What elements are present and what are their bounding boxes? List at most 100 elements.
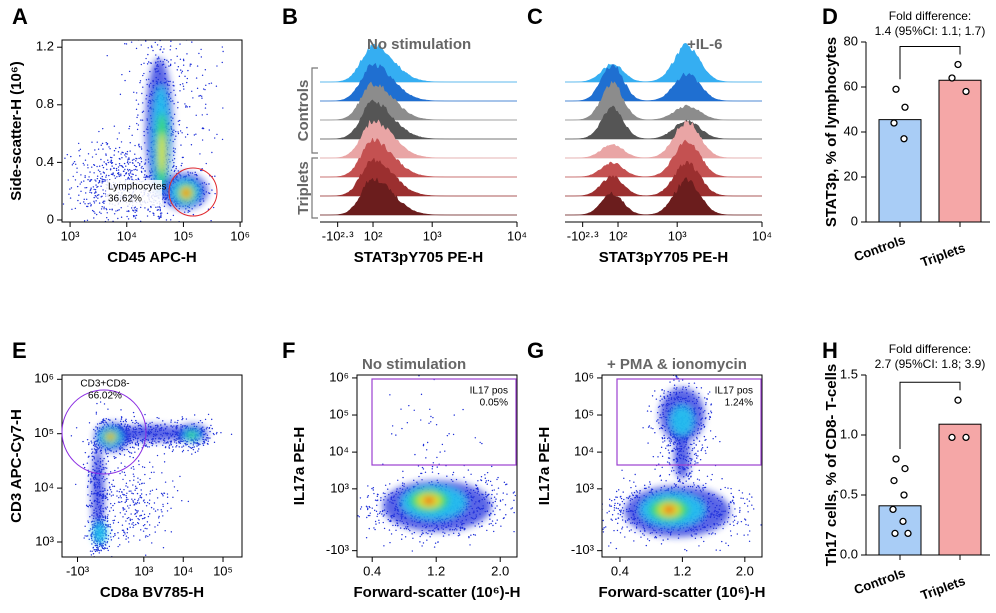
x-axis-label: CD45 APC-H: [107, 249, 196, 266]
event: [119, 164, 121, 167]
event: [119, 570, 120, 571]
event: [165, 228, 166, 229]
event: [134, 512, 137, 515]
event: [153, 508, 155, 510]
event: [79, 183, 81, 185]
event: [107, 159, 109, 161]
event: [490, 512, 492, 515]
event: [100, 208, 103, 210]
event: [382, 521, 384, 524]
event: [94, 542, 96, 545]
event: [505, 514, 507, 516]
event: [137, 481, 139, 483]
event: [178, 75, 181, 78]
event: [96, 545, 99, 547]
event: [366, 508, 369, 511]
event: [136, 487, 138, 489]
event: [130, 452, 133, 454]
event: [459, 529, 462, 531]
event: [84, 451, 87, 454]
event: [157, 517, 160, 519]
event: [629, 480, 631, 482]
event: [452, 471, 455, 474]
event: [633, 491, 636, 494]
event: [165, 441, 168, 444]
event: [409, 529, 411, 532]
event: [191, 172, 194, 174]
event: [119, 93, 122, 96]
x-tick-label: 10⁴: [507, 228, 527, 243]
event: [117, 151, 120, 153]
event: [468, 535, 470, 538]
event: [693, 484, 695, 486]
event: [182, 85, 185, 87]
event: [497, 487, 500, 489]
event: [431, 468, 433, 470]
event: [347, 497, 348, 498]
event: [499, 500, 502, 502]
x-tick-label: 0.4: [363, 563, 381, 578]
event: [135, 503, 138, 505]
event: [129, 446, 132, 449]
event: [202, 88, 205, 90]
event: [133, 91, 135, 94]
event: [105, 208, 108, 211]
event: [170, 531, 173, 533]
event: [179, 130, 182, 132]
event: [721, 540, 723, 543]
event: [137, 178, 140, 181]
event: [96, 426, 99, 429]
event: [127, 163, 130, 165]
event: [766, 517, 767, 518]
event: [126, 161, 129, 164]
event: [185, 105, 187, 107]
event: [88, 538, 90, 541]
event: [138, 164, 141, 166]
event: [158, 233, 159, 234]
event: [125, 499, 128, 501]
event: [173, 89, 175, 91]
event: [93, 561, 94, 562]
x-tick-label: -10²·³: [322, 228, 354, 243]
event: [197, 421, 200, 424]
event: [74, 207, 77, 210]
event: [135, 92, 138, 94]
event: [166, 33, 167, 34]
event: [160, 246, 161, 247]
event: [108, 545, 111, 548]
event: [108, 482, 111, 484]
event: [193, 442, 195, 444]
event: [475, 484, 477, 486]
event: [403, 527, 406, 530]
event: [184, 442, 187, 445]
event: [155, 442, 157, 444]
event: [103, 161, 105, 163]
event: [86, 164, 89, 166]
event: [91, 527, 94, 529]
event: [93, 192, 96, 194]
event: [811, 485, 812, 486]
event: [119, 501, 121, 504]
event: [104, 519, 106, 522]
event: [172, 446, 174, 448]
event: [141, 111, 144, 113]
event: [120, 500, 123, 503]
event: [132, 210, 135, 212]
event: [435, 424, 438, 426]
event: [208, 183, 210, 185]
event: [129, 455, 131, 458]
event: [135, 47, 138, 50]
event: [421, 479, 423, 481]
event: [139, 515, 141, 517]
event: [98, 549, 101, 552]
event: [191, 41, 193, 43]
event: [408, 404, 410, 407]
event: [112, 519, 114, 522]
event: [174, 94, 177, 96]
event: [104, 419, 106, 422]
event: [741, 492, 744, 494]
event: [112, 535, 115, 538]
event: [176, 422, 178, 424]
event: [144, 501, 146, 504]
event: [135, 108, 138, 111]
